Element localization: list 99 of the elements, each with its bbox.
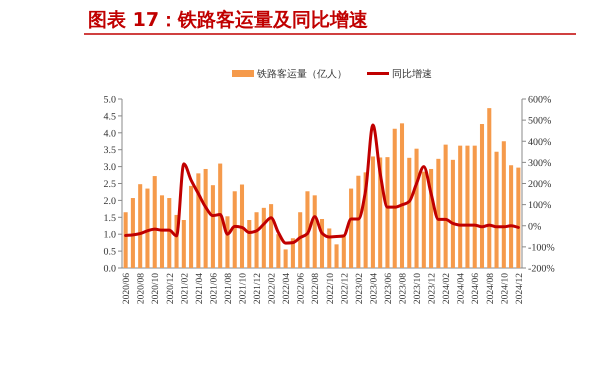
bar [254, 212, 259, 268]
x-tick-label: 2022/06 [296, 272, 307, 304]
x-tick-label: 2024/04 [456, 272, 467, 304]
bar [400, 123, 404, 268]
x-tick-label: 2020/12 [166, 272, 176, 304]
y-tick-label: 4.0 [104, 128, 116, 140]
y-tick-label: 1.0 [104, 230, 116, 241]
bar [218, 164, 222, 268]
bar [298, 212, 302, 268]
bar [370, 156, 375, 268]
y-tick-label: 3.5 [104, 145, 116, 156]
bar [487, 108, 492, 268]
bar [334, 244, 339, 268]
bar [516, 168, 520, 268]
y2-tick-label: 100% [528, 200, 552, 212]
y-tick-label: 2.5 [104, 179, 116, 190]
bar [392, 128, 397, 268]
x-tick-label: 2021/10 [238, 272, 248, 304]
bar [269, 204, 274, 268]
bar [124, 212, 128, 268]
x-tick-label: 2021/02 [180, 272, 190, 304]
x-tick-label: 2021/12 [253, 272, 264, 304]
bar [472, 146, 477, 268]
bar [349, 188, 354, 268]
x-tick-label: 2021/04 [194, 272, 205, 304]
bar [436, 158, 440, 268]
x-tick-label: 2023/02 [354, 272, 365, 304]
bar [196, 173, 200, 268]
bar [130, 198, 135, 268]
bar [204, 168, 208, 268]
x-tick-label: 2023/06 [384, 272, 394, 304]
legend-label: 铁路客运量（亿人） [256, 68, 347, 80]
x-tick-label: 2024/08 [486, 272, 496, 304]
y-tick-label: 1.5 [104, 212, 116, 224]
bar [407, 158, 412, 268]
x-tick-label: 2022/02 [268, 272, 278, 304]
y2-tick-label: 400% [528, 136, 552, 148]
bar [327, 228, 332, 268]
bar [138, 184, 142, 268]
bar [284, 249, 288, 268]
x-tick-label: 2022/08 [311, 272, 322, 304]
bar [189, 186, 194, 268]
x-tick-label: 2023/04 [369, 272, 380, 304]
y-tick-label: 3.0 [104, 162, 116, 174]
bar [450, 160, 455, 268]
x-tick-label: 2021/06 [209, 272, 220, 304]
bar [160, 195, 164, 268]
bar [509, 165, 514, 268]
bar [240, 184, 244, 268]
x-tick-label: 2024/10 [500, 272, 510, 304]
x-tick-label: 2020/10 [151, 272, 162, 304]
bar [465, 146, 470, 268]
bar [342, 236, 346, 268]
bar [385, 157, 390, 268]
x-tick-label: 2023/10 [413, 272, 424, 304]
legend-label: 同比增速 [392, 68, 432, 80]
y-tick-label: 2.0 [104, 196, 116, 207]
x-tick-label: 2021/08 [224, 272, 234, 304]
x-tick-label: 2020/06 [122, 272, 132, 304]
y-tick-label: 5.0 [104, 94, 116, 106]
bar [458, 146, 462, 268]
x-tick-label: 2024/12 [514, 272, 525, 304]
bar [494, 152, 499, 268]
y-tick-label: 4.5 [104, 111, 116, 122]
bar [502, 141, 506, 268]
y2-tick-label: 200% [528, 179, 552, 190]
bar [305, 191, 310, 268]
x-tick-label: 2020/08 [136, 272, 147, 304]
bar [480, 124, 484, 268]
x-tick-label: 2022/12 [340, 272, 350, 304]
x-tick-label: 2022/10 [326, 272, 336, 304]
bar [276, 234, 280, 268]
bar [167, 198, 172, 268]
x-tick-label: 2024/06 [471, 272, 482, 304]
chart-title: 图表 17：铁路客运量及同比增速 [88, 9, 368, 31]
bar [356, 176, 360, 268]
x-tick-label: 2024/02 [442, 272, 452, 304]
bar [422, 172, 426, 268]
y2-tick-label: -100% [528, 242, 555, 254]
x-tick-label: 2023/12 [428, 272, 438, 304]
bar [210, 185, 215, 268]
bar [182, 220, 186, 268]
y-tick-label: 0.5 [104, 246, 116, 258]
bar [145, 188, 150, 268]
bar [414, 148, 419, 268]
bar [247, 220, 252, 268]
y-tick-label: 0.0 [104, 264, 116, 274]
y2-tick-label: 600% [528, 94, 552, 106]
bar [312, 195, 317, 268]
y2-tick-label: -200% [528, 264, 555, 274]
y2-tick-label: 500% [528, 116, 552, 127]
bar [152, 176, 157, 268]
y2-tick-label: 0% [528, 221, 542, 232]
x-tick-label: 2022/04 [282, 272, 292, 304]
x-tick-label: 2023/08 [398, 272, 408, 304]
bar [444, 144, 448, 268]
y2-tick-label: 300% [528, 158, 552, 169]
bar [262, 208, 266, 268]
bar [232, 191, 237, 268]
